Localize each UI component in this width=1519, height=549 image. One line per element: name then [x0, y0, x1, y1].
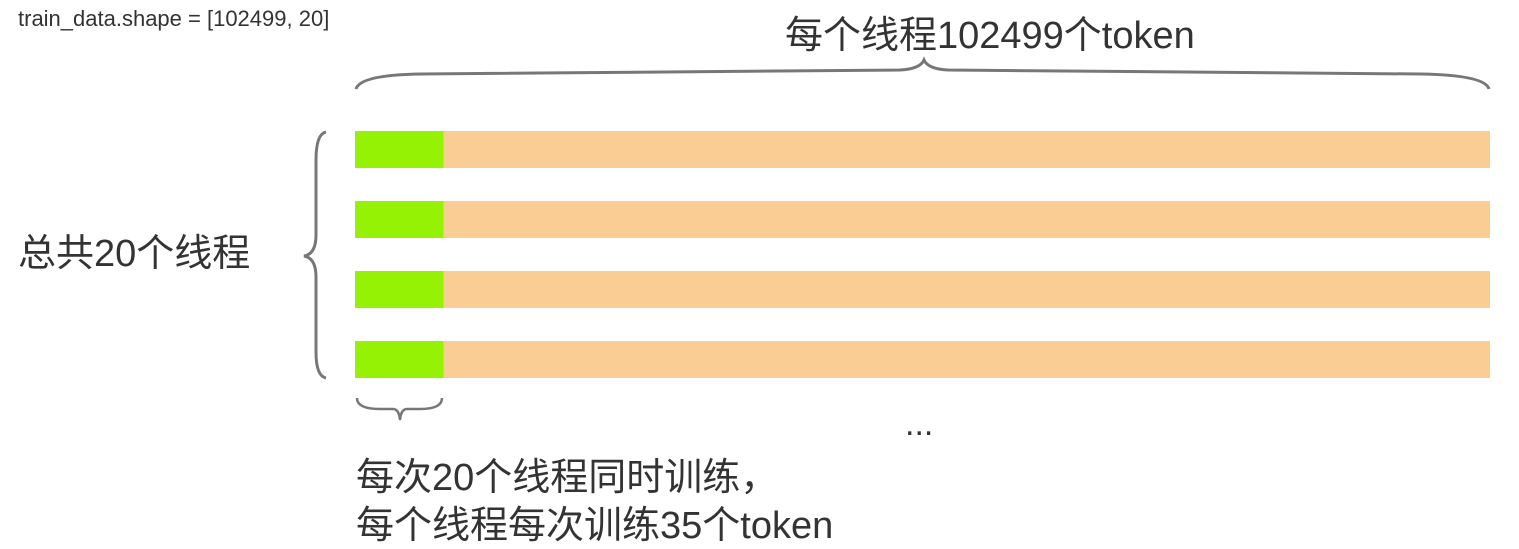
ellipsis: ...: [905, 405, 934, 443]
batch-segment: [355, 271, 444, 308]
tokens-per-thread-label: 每个线程102499个token: [785, 15, 1195, 57]
thread-sequence-bar: [443, 271, 1490, 308]
left-brace: [303, 130, 327, 380]
thread-sequence-bar: [443, 201, 1490, 238]
shape-label: train_data.shape = [102499, 20]: [18, 6, 330, 31]
batch-label-line1: 每次20个线程同时训练，: [356, 457, 779, 499]
batch-segment: [355, 341, 444, 378]
batch-segment: [355, 201, 444, 238]
thread-sequence-bar: [443, 131, 1490, 168]
bottom-brace: [355, 397, 444, 421]
batch-label-line2: 每个线程每次训练35个token: [356, 505, 834, 547]
batch-segment: [355, 131, 444, 168]
thread-count-label: 总共20个线程: [18, 233, 251, 275]
top-brace: [354, 56, 1491, 90]
thread-sequence-bar: [443, 341, 1490, 378]
